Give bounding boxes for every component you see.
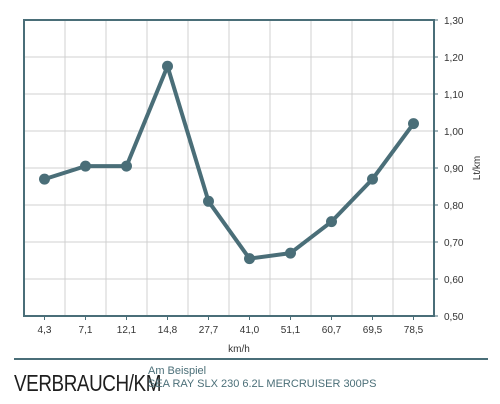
x-tick-label: 14,8 — [158, 325, 178, 336]
x-tick-label: 12,1 — [117, 325, 137, 336]
caption-title: VERBRAUCH/KM — [14, 370, 162, 396]
caption-subtitle-line-1: Am Beispiel — [148, 365, 207, 377]
x-tick-label: 51,1 — [281, 325, 301, 336]
data-point — [244, 253, 255, 265]
data-point — [121, 160, 132, 172]
series-line — [42, 64, 416, 261]
x-tick-label: 78,5 — [404, 325, 424, 336]
y-tick-label: 1,10 — [444, 90, 464, 101]
data-point — [367, 173, 378, 185]
chart-series — [39, 60, 419, 265]
caption-subtitle-line-2: SEA RAY SLX 230 6.2L MERCRUISER 300PS — [148, 378, 377, 390]
x-tick-label: 4,3 — [38, 325, 52, 336]
y-tick-label: 1,30 — [444, 16, 464, 27]
x-tick-label: 41,0 — [240, 325, 260, 336]
x-tick-label: 7,1 — [79, 325, 93, 336]
data-point — [80, 160, 91, 172]
y-tick-label: 0,50 — [444, 312, 464, 323]
data-point — [285, 247, 296, 259]
data-point — [39, 173, 50, 185]
x-tick-label: 69,5 — [363, 325, 383, 336]
y-tick-label: 0,90 — [444, 164, 464, 175]
data-point — [203, 195, 214, 207]
x-tick-label: 27,7 — [199, 325, 219, 336]
chart-grid — [24, 20, 434, 316]
y-axis-label: Lt/km — [472, 156, 483, 180]
y-tick-label: 0,70 — [444, 238, 464, 249]
chart-frame — [14, 19, 488, 360]
y-tick-label: 0,60 — [444, 275, 464, 286]
x-tick-labels: 4,3 7,1 12,1 14,8 27,7 41,0 51,1 60,7 69,5 78,5 — [38, 325, 424, 336]
y-tick-label: 1,20 — [444, 53, 464, 64]
x-tick-label: 60,7 — [322, 325, 342, 336]
y-tick-labels: 0,50 0,60 0,70 0,80 0,90 1,00 1,10 1,20 1,30 — [444, 16, 464, 323]
data-point — [408, 118, 419, 130]
x-axis-label: km/h — [228, 344, 250, 355]
data-point — [326, 216, 337, 228]
y-tick-label: 1,00 — [444, 127, 464, 138]
y-tick-label: 0,80 — [444, 201, 464, 212]
caption-subtitle: Am Beispiel SEA RAY SLX 230 6.2L MERCRUI… — [148, 365, 376, 391]
data-point — [162, 60, 173, 72]
